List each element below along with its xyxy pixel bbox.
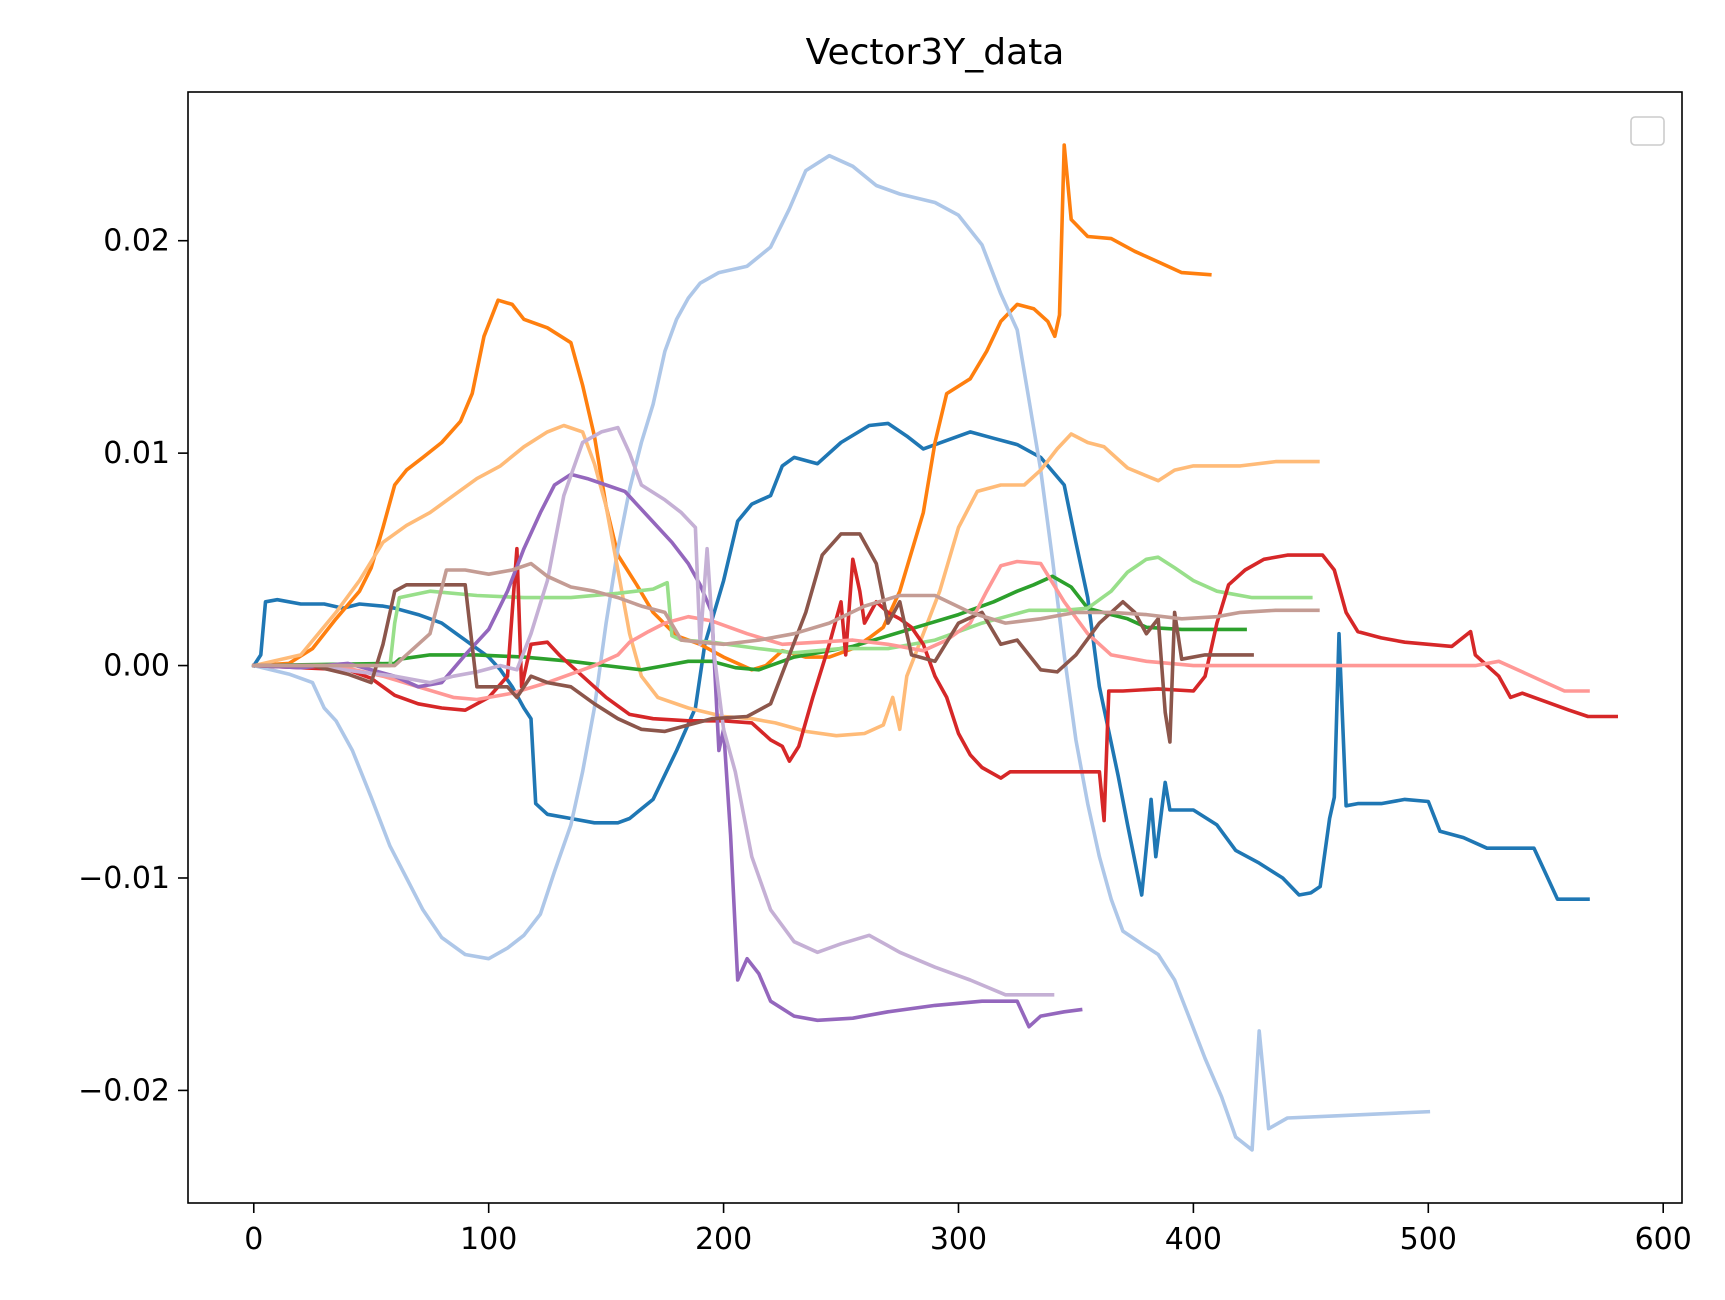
series-line-8 [252, 559, 1590, 702]
y-axis: −0.02 −0.01 0.00 0.01 0.02 [78, 224, 188, 1108]
y-tick-label: 0.00 [103, 649, 170, 684]
x-tick-label: 300 [930, 1222, 987, 1257]
series-line-2 [251, 143, 1212, 672]
series-line-11 [252, 532, 1254, 744]
y-tick-label: −0.01 [78, 861, 170, 896]
series-line-12 [252, 561, 1320, 668]
x-tick-label: 100 [460, 1222, 517, 1257]
legend-box [1630, 116, 1665, 146]
plot-frame [187, 91, 1683, 1204]
y-tick-label: 0.01 [103, 436, 170, 471]
series-line-10 [252, 425, 1055, 997]
series-line-7 [251, 546, 1618, 823]
series-line-6 [252, 555, 1313, 668]
chart-title: Vector3Y_data [806, 32, 1065, 73]
x-tick-label: 200 [695, 1222, 752, 1257]
x-tick-label: 400 [1165, 1222, 1222, 1257]
x-tick-label: 500 [1400, 1222, 1457, 1257]
x-tick-label: 0 [244, 1222, 263, 1257]
series-line-4 [251, 423, 1320, 738]
y-tick-label: −0.02 [78, 1073, 170, 1108]
series-line-3 [251, 153, 1431, 1152]
series-layer [251, 143, 1618, 1152]
x-tick-label: 600 [1635, 1222, 1692, 1257]
y-tick-label: 0.02 [103, 224, 170, 259]
x-axis: 0 100 200 300 400 500 600 [244, 1203, 1692, 1257]
